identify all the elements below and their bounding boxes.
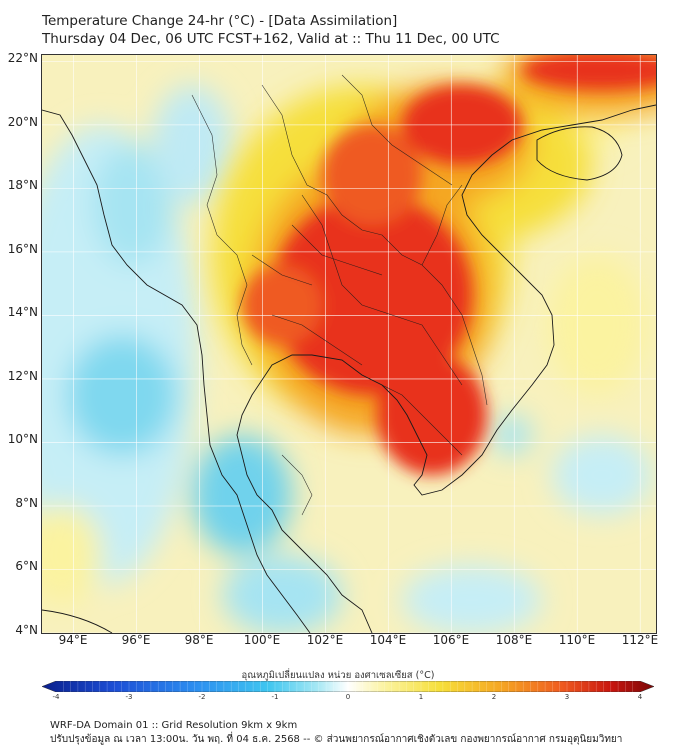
coastlines	[42, 104, 656, 633]
colorbar-title: อุณหภูมิเปลี่ยนแปลง หน่วย องศาเซลเซียส (…	[241, 670, 435, 681]
lon-label-106e: 106°E	[432, 633, 470, 647]
colorbar-tick-label: -3	[125, 693, 133, 701]
lat-label-20n: 20°N	[7, 115, 38, 129]
footer: WRF-DA Domain 01 :: Grid Resolution 9km …	[50, 719, 622, 747]
lat-label-12n: 12°N	[7, 369, 38, 383]
lon-label-100e: 100°E	[243, 633, 281, 647]
lat-label-22n: 22°N	[7, 51, 38, 65]
colorbar-tick-label: 0	[345, 693, 351, 701]
colorbar-ramp	[42, 681, 654, 692]
lon-label-102e: 102°E	[306, 633, 344, 647]
colorbar-tick-label: -2	[198, 693, 206, 701]
map-svg	[42, 55, 656, 633]
lat-label-16n: 16°N	[7, 242, 38, 256]
lat-label-6n: 6°N	[15, 559, 38, 573]
colorbar-tick-label: -4	[52, 693, 60, 701]
colorbar-tick-label: 4	[637, 693, 643, 701]
lat-label-4n: 4°N	[15, 623, 38, 637]
colorbar-tick-label: 1	[418, 693, 424, 701]
colorbar-dividers	[63, 681, 633, 692]
lon-label-108e: 108°E	[495, 633, 533, 647]
footer-model-info: WRF-DA Domain 01 :: Grid Resolution 9km …	[50, 720, 298, 731]
temperature-change-map	[41, 54, 657, 634]
colorbar-tick-label: 2	[491, 693, 497, 701]
footer-update-info: ปรับปรุงข้อมูล ณ เวลา 13:00น. วัน พฤ. ที…	[50, 734, 623, 745]
lon-label-110e: 110°E	[558, 633, 596, 647]
lat-label-8n: 8°N	[15, 496, 38, 510]
graticule	[42, 55, 656, 633]
colorbar-tick-label: -1	[271, 693, 279, 701]
lon-label-96e: 96°E	[121, 633, 151, 647]
lon-label-104e: 104°E	[369, 633, 407, 647]
chart-subtitle: Thursday 04 Dec, 06 UTC FCST+162, Valid …	[42, 31, 500, 47]
colorbar	[42, 681, 654, 692]
lat-label-18n: 18°N	[7, 178, 38, 192]
lat-label-10n: 10°N	[7, 432, 38, 446]
lon-label-94e: 94°E	[58, 633, 88, 647]
lon-label-98e: 98°E	[184, 633, 214, 647]
colorbar-tick-label: 3	[564, 693, 570, 701]
country-borders	[191, 74, 488, 516]
chart-title: Temperature Change 24-hr (°C) - [Data As…	[42, 13, 398, 29]
chart-title-block: Temperature Change 24-hr (°C) - [Data As…	[42, 12, 500, 48]
lat-label-14n: 14°N	[7, 305, 38, 319]
lon-label-112e: 112°E	[621, 633, 659, 647]
